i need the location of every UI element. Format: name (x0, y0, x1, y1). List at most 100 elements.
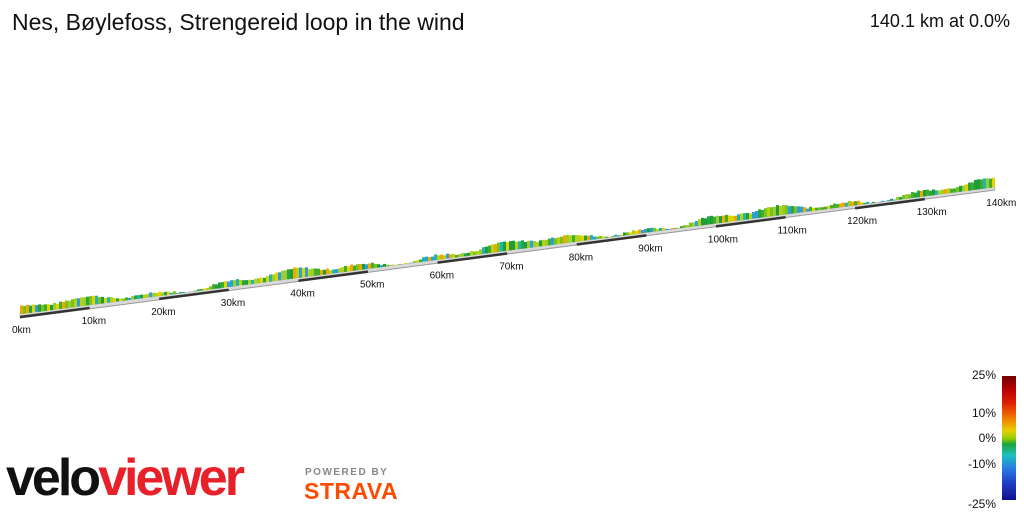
gradient-segment (812, 207, 815, 211)
gradient-segment (44, 304, 47, 311)
gradient-segment (449, 254, 452, 259)
km-label: 40km (290, 289, 314, 300)
gradient-segment (197, 289, 200, 291)
gradient-segment (71, 299, 74, 308)
km-band (715, 216, 786, 228)
gradient-segment (515, 241, 518, 250)
gradient-segment (374, 263, 377, 268)
gradient-segment (689, 222, 692, 227)
gradient-segment (938, 190, 941, 195)
gradient-segment (20, 305, 23, 314)
gradient-segment (233, 280, 236, 287)
gradient-segment (650, 227, 653, 232)
gradient-segment (743, 213, 746, 220)
km-label: 10km (82, 316, 106, 327)
gradient-segment (986, 178, 989, 189)
gradient-segment (836, 204, 839, 208)
gradient-segment (890, 198, 893, 201)
gradient-segment (641, 230, 644, 234)
gradient-segment (32, 304, 35, 313)
km-label: 30km (221, 298, 245, 309)
km-label: 140km (986, 198, 1016, 209)
gradient-segment (968, 182, 971, 191)
gradient-segment (482, 247, 485, 254)
gradient-segment (281, 270, 284, 280)
km-label: 50km (360, 280, 384, 291)
gradient-segment (419, 259, 422, 263)
gradient-segment (929, 190, 932, 196)
legend-label-10: 10% (971, 406, 996, 420)
gradient-segment (671, 228, 674, 230)
gradient-segment (26, 305, 29, 314)
gradient-segment (992, 177, 995, 188)
gradient-segment (203, 288, 206, 291)
gradient-segment (215, 284, 218, 289)
gradient-segment (776, 205, 779, 216)
legend-label-minus-10: -10% (967, 457, 996, 471)
gradient-segment (635, 231, 638, 234)
gradient-segment (50, 304, 53, 311)
gradient-segment (659, 228, 662, 231)
gradient-segment (656, 229, 659, 232)
veloviewer-logo: veloviewer (6, 448, 245, 508)
gradient-segment (332, 269, 335, 274)
gradient-segment (443, 255, 446, 259)
gradient-segment (308, 269, 311, 277)
gradient-segment (74, 298, 77, 307)
gradient-segment (728, 215, 731, 222)
gradient-segment (143, 294, 146, 298)
gradient-segment (494, 244, 497, 253)
gradient-segment (119, 298, 122, 302)
gradient-segment (947, 188, 950, 194)
gradient-segment (122, 298, 125, 301)
gradient-segment (299, 267, 302, 278)
km-label: 80km (569, 253, 593, 264)
legend-label-min: -25% (967, 497, 996, 511)
gradient-segment (788, 206, 791, 214)
gradient-segment (86, 296, 89, 306)
gradient-segment (758, 209, 761, 218)
gradient-segment (509, 241, 512, 251)
km-band (576, 234, 647, 246)
gradient-segment (497, 242, 500, 252)
km-label: 110km (778, 225, 807, 236)
gradient-segment (380, 265, 383, 268)
gradient-segment (830, 205, 833, 209)
gradient-segment (473, 251, 476, 255)
gradient-segment (173, 291, 176, 295)
gradient-segment (857, 200, 860, 205)
gradient-segment (338, 268, 341, 273)
gradient-segment (467, 252, 470, 256)
gradient-segment (431, 256, 434, 261)
gradient-segment (212, 284, 215, 289)
gradient-segment (35, 305, 38, 312)
gradient-segment (533, 241, 536, 248)
gradient-segment (782, 205, 785, 215)
gradient-segment (956, 187, 959, 193)
gradient-segment (158, 291, 161, 296)
gradient-segment (941, 189, 944, 194)
gradient-segment (911, 192, 914, 198)
gradient-segment (863, 202, 866, 205)
gradient-segment (638, 229, 641, 234)
gradient-segment (740, 213, 743, 221)
gradient-segment (266, 275, 269, 282)
gradient-segment (761, 209, 764, 218)
gradient-segment (866, 201, 869, 204)
gradient-segment (881, 200, 884, 202)
gradient-segment (674, 227, 677, 229)
km-band (437, 252, 508, 264)
gradient-segment (161, 292, 164, 296)
gradient-segment (77, 298, 80, 307)
gradient-segment (134, 295, 137, 300)
gradient-segment (206, 287, 209, 290)
gradient-segment (503, 241, 506, 252)
gradient-segment (275, 272, 278, 281)
gradient-segment (917, 190, 920, 198)
gradient-segment (569, 235, 572, 243)
gradient-segment (893, 199, 896, 201)
gradient-segment (458, 254, 461, 257)
gradient-segment (116, 298, 119, 302)
km-label: 120km (847, 216, 877, 227)
gradient-segment (551, 237, 554, 245)
